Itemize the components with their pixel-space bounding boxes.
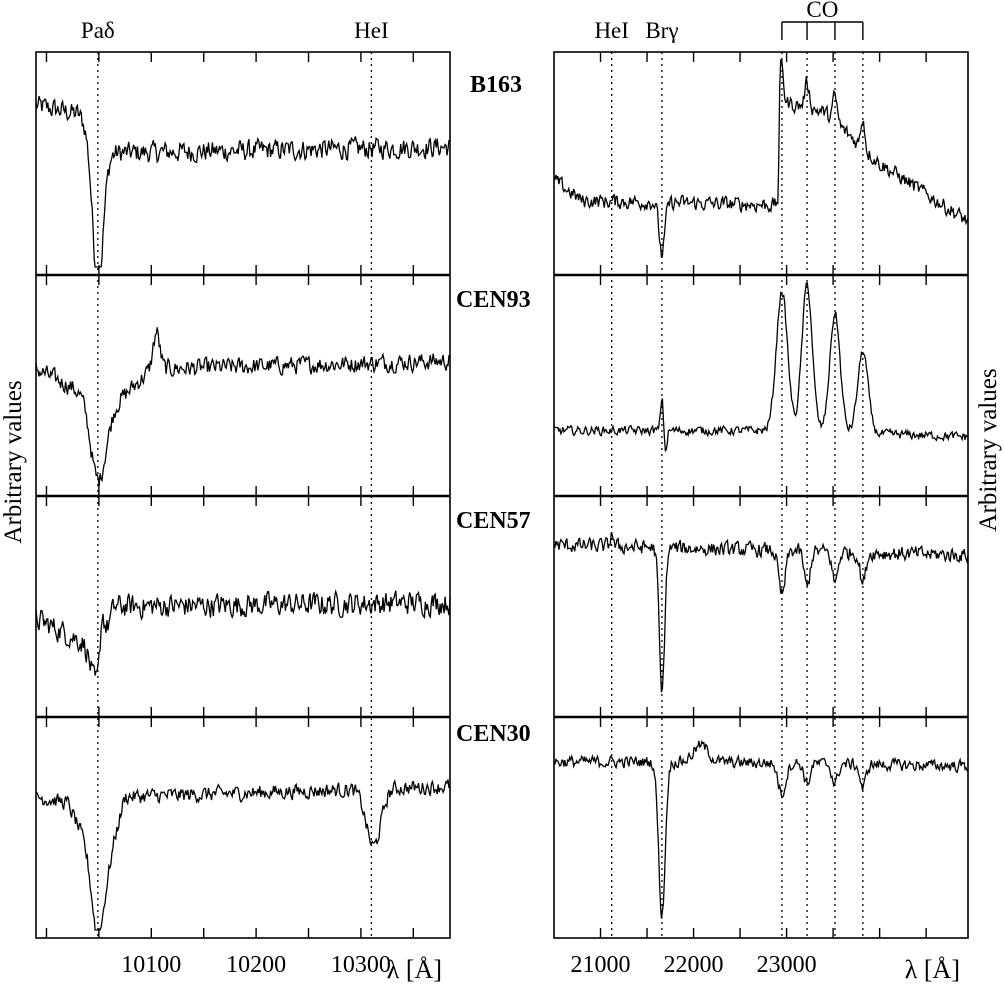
- x-axis-label: λ [Å]: [387, 955, 442, 984]
- star-name-label: CEN30: [456, 721, 531, 747]
- star-name-label: B163: [470, 72, 522, 98]
- star-names: B163 CEN93 CEN57 CEN30: [456, 72, 531, 747]
- line-label: HeI: [354, 18, 388, 43]
- spectrum-cen30: [35, 779, 451, 931]
- x-tick-label: 21000: [571, 952, 631, 978]
- x-tick-label: 22000: [664, 952, 724, 978]
- line-label: HeI: [594, 18, 628, 43]
- co-label: CO: [806, 0, 838, 22]
- line-label: Brγ: [645, 18, 678, 43]
- spectrum-cen93: [553, 282, 969, 452]
- spectrum-cen30: [553, 739, 969, 919]
- right-panel: 21000 22000 23000 λ [Å] HeI Brγ CO: [553, 0, 969, 984]
- star-name-label: CEN57: [456, 508, 531, 534]
- y-axis-label-left: Arbitrary values: [0, 380, 27, 543]
- x-tick-label: 10300: [331, 952, 391, 978]
- spectrum-b163: [35, 96, 451, 268]
- line-label: Paδ: [81, 18, 115, 43]
- x-tick-label: 23000: [757, 952, 817, 978]
- x-tick-label: 10200: [226, 952, 286, 978]
- x-axis-label: λ [Å]: [905, 955, 960, 984]
- x-tick-label: 10100: [121, 952, 181, 978]
- spectrum-b163: [553, 59, 969, 258]
- y-axis-label-right: Arbitrary values: [975, 368, 1002, 531]
- star-name-label: CEN93: [456, 287, 531, 313]
- spectrum-cen93: [35, 327, 451, 487]
- spectrum-cen57: [553, 532, 969, 693]
- spectrum-cen57: [35, 589, 451, 676]
